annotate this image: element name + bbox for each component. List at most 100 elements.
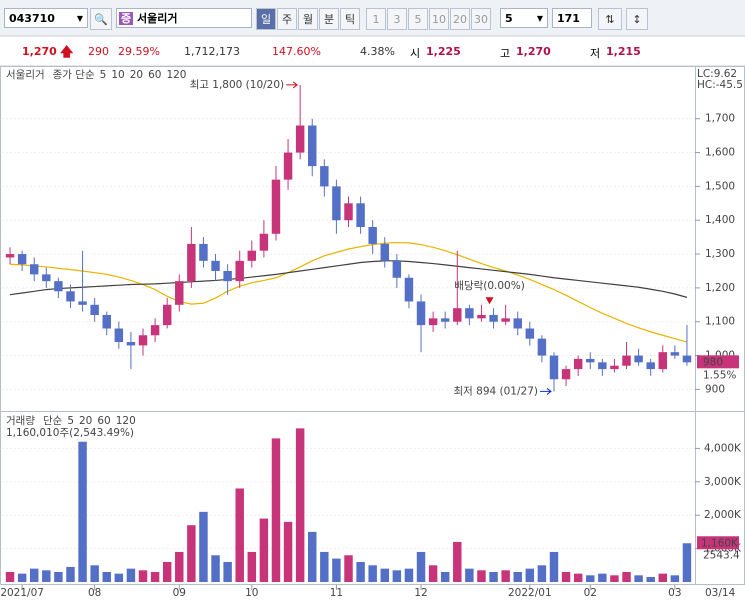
volume-bar xyxy=(42,570,51,582)
count-input[interactable]: 171 xyxy=(552,8,592,28)
x-tick-label: 02 xyxy=(584,587,597,599)
volume-bar xyxy=(658,573,668,582)
candle-body xyxy=(54,281,63,292)
candle-body xyxy=(344,203,353,221)
y-tick-label: 1,700 xyxy=(705,113,735,125)
volume-bar xyxy=(344,555,353,582)
price: 1,270 xyxy=(22,45,57,58)
candle-body xyxy=(646,362,655,370)
period-button[interactable]: 월 xyxy=(298,8,318,30)
candle-body xyxy=(138,335,148,346)
volume-bar xyxy=(380,568,389,582)
volume-bar xyxy=(477,570,486,582)
candle-body xyxy=(622,355,631,366)
volume-bar xyxy=(17,573,27,582)
candle-body xyxy=(114,328,124,343)
candle-body xyxy=(235,260,244,282)
legend-label: 단순 xyxy=(43,415,63,427)
candle-body xyxy=(283,152,293,180)
volume-bar xyxy=(271,438,281,582)
open: 1,225 xyxy=(426,45,461,58)
candle-body xyxy=(416,301,426,326)
period-button[interactable]: 틱 xyxy=(340,8,360,30)
candle-body xyxy=(513,318,522,329)
volume-bar xyxy=(223,561,232,582)
period-button[interactable]: 일 xyxy=(256,8,276,30)
volume-bar xyxy=(537,565,547,582)
dropdown-arrow: ▼ xyxy=(536,14,543,23)
volume-bar xyxy=(150,571,160,582)
volume-bar xyxy=(453,541,462,582)
interval-button[interactable]: 1 xyxy=(366,8,386,30)
legend-label: 5 xyxy=(67,415,74,427)
volume-bar xyxy=(573,573,583,582)
interval-button[interactable]: 10 xyxy=(429,8,449,30)
legend-label: 120 xyxy=(166,69,186,81)
candle-body xyxy=(428,318,438,326)
interval-button[interactable]: 3 xyxy=(387,8,407,30)
candle-body xyxy=(66,291,75,302)
candle-body xyxy=(187,243,196,282)
x-tick-label: 10 xyxy=(245,587,258,599)
unit: 5 xyxy=(505,12,513,25)
legend-label: 종가 단순 xyxy=(53,69,95,81)
legend-label: 거래량 xyxy=(6,415,35,427)
candle-body xyxy=(17,254,27,265)
volume-bar xyxy=(187,525,196,582)
candle-body xyxy=(162,304,172,326)
legend-label: 60 xyxy=(148,69,161,81)
search-button[interactable]: 🔍 xyxy=(90,8,112,30)
name-input[interactable]: 증 서울리거 xyxy=(116,8,252,28)
candle-body xyxy=(271,179,281,234)
unit-select[interactable]: 5 ▼ xyxy=(500,8,548,28)
candle-body xyxy=(634,355,643,363)
candle-body xyxy=(440,318,450,322)
interval-button[interactable]: 20 xyxy=(450,8,470,30)
candle-body xyxy=(658,352,668,370)
volume-bar xyxy=(199,511,208,582)
candle-body xyxy=(392,260,402,278)
code-input[interactable]: 043710 ▼ xyxy=(4,8,88,28)
high-annotation: 최고 1,800 (10/20) xyxy=(190,79,285,91)
candle-body xyxy=(126,342,136,346)
y-tick-label: 1,400 xyxy=(705,214,735,226)
volume-bar xyxy=(283,521,293,582)
arrow xyxy=(286,81,298,89)
candle-icon[interactable]: ⇅ xyxy=(598,8,622,30)
volume-bar xyxy=(356,561,365,582)
volume-bar xyxy=(610,575,619,582)
volume-bar xyxy=(513,571,522,582)
period-button[interactable]: 분 xyxy=(319,8,339,30)
candle-body xyxy=(29,264,39,275)
interval-button[interactable]: 30 xyxy=(471,8,491,30)
volume-tag xyxy=(697,536,739,550)
y-tick-label: 900 xyxy=(705,383,725,395)
candle-body xyxy=(525,328,535,339)
interval-button[interactable]: 5 xyxy=(408,8,428,30)
candle-body xyxy=(453,308,462,322)
arrow xyxy=(539,388,552,395)
candle-body xyxy=(332,186,341,221)
volume-bar xyxy=(332,558,341,582)
volume-bar xyxy=(646,576,655,582)
volume-bar xyxy=(175,551,184,582)
candle-body xyxy=(223,270,232,282)
legend-label: 서울리거 xyxy=(6,69,45,81)
turnover: 4.38% xyxy=(360,45,395,58)
high: 1,270 xyxy=(516,45,551,58)
candle-body xyxy=(295,125,305,153)
candle-body xyxy=(211,260,220,271)
resize-icon[interactable]: ↕ xyxy=(626,8,648,30)
change-rate: 29.59% xyxy=(118,45,160,58)
period-button[interactable]: 주 xyxy=(277,8,297,30)
volume-bar xyxy=(247,551,257,582)
up-arrow: 🡅 xyxy=(60,45,74,60)
candle-body xyxy=(670,352,680,356)
ma-line xyxy=(10,241,688,343)
volume-tag-label: 1,160K xyxy=(701,537,739,549)
volume-bar xyxy=(138,570,148,582)
legend-label: 120 xyxy=(116,415,136,427)
candle-body xyxy=(356,203,365,228)
candle-body xyxy=(465,308,474,319)
volume-bar xyxy=(54,571,63,582)
